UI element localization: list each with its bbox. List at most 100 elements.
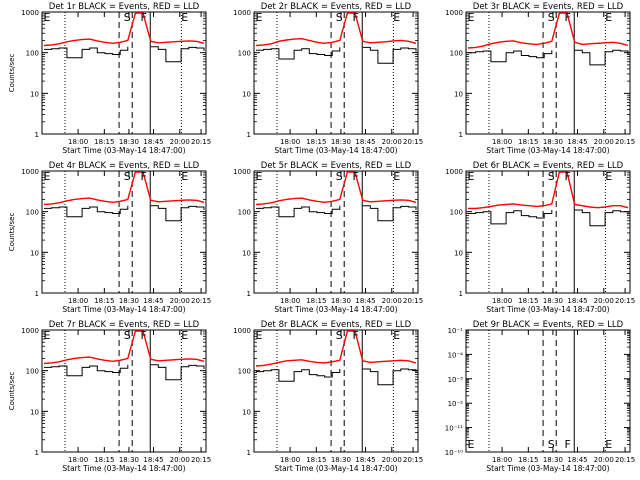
plot-frame: [41, 11, 207, 135]
x-tick-label: 20:00: [170, 297, 190, 305]
x-tick-label: 18:15: [306, 456, 326, 464]
x-tick-label: 20:15: [615, 456, 635, 464]
y-tick-label: 10: [242, 90, 251, 98]
x-tick-label: 18:00: [492, 138, 512, 146]
y-tick-label: 100: [238, 50, 251, 58]
series-lld-line: [255, 12, 417, 47]
y-tick-label: 100: [26, 209, 39, 217]
flag-marker: E: [181, 11, 188, 24]
flag-marker: F: [565, 438, 571, 451]
series-lld-line: [43, 330, 205, 365]
x-tick-label: 18:45: [355, 138, 375, 146]
flag-marker: S: [336, 170, 343, 183]
x-tick-label: 20:00: [170, 456, 190, 464]
y-tick-label: 1: [459, 290, 463, 298]
x-tick-label: 18:45: [355, 456, 375, 464]
y-tick-label: 100: [450, 209, 463, 217]
flag-marker: E: [605, 170, 612, 183]
chart-panel: Det 8r BLACK = Events, RED = LLD 1 10 100 10…: [233, 320, 423, 473]
x-axis-label: Start Time (03-May-14 18:47:00): [274, 464, 397, 473]
x-tick-label: 20:00: [594, 456, 614, 464]
flag-marker: E: [181, 329, 188, 342]
y-tick-label: 1000: [233, 168, 251, 176]
series-lld-line: [43, 171, 205, 206]
series-lld-line: [255, 171, 417, 206]
x-tick-label: 18:15: [94, 138, 114, 146]
flag-marker: E: [393, 329, 400, 342]
flag-marker: S: [548, 11, 555, 24]
x-tick-label: 18:15: [306, 138, 326, 146]
y-tick-label: 1: [459, 131, 463, 139]
flag-marker: E: [467, 170, 474, 183]
y-tick-label: 10: [30, 249, 39, 257]
y-tick-label: 1: [35, 290, 39, 298]
series-events-line: [256, 205, 417, 222]
chart-title: Det 2r BLACK = Events, RED = LLD: [261, 2, 412, 12]
x-tick-label: 18:30: [119, 297, 139, 305]
flag-marker: F: [353, 11, 359, 24]
y-tick-label: 1000: [445, 168, 463, 176]
chart-panel: Det 1r BLACK = Events, RED = LLD 1 10 100 10…: [8, 2, 211, 155]
flag-marker: E: [255, 170, 262, 183]
y-tick-label: 1000: [445, 9, 463, 17]
y-tick-label: 10: [454, 249, 463, 257]
y-tick-label: 1000: [21, 168, 39, 176]
y-tick-label: 100: [450, 50, 463, 58]
x-tick-label: 18:15: [94, 456, 114, 464]
x-tick-label: 18:45: [567, 456, 587, 464]
y-axis-label: Counts/sec: [8, 213, 16, 252]
x-axis-label: Start Time (03-May-14 18:47:00): [486, 464, 609, 473]
y-tick-label: 1: [35, 449, 39, 457]
series-events-line: [468, 49, 629, 66]
x-tick-label: 18:00: [280, 456, 300, 464]
y-tick-label: 1: [247, 290, 251, 298]
y-tick-label: 1000: [21, 9, 39, 17]
x-axis-label: Start Time (03-May-14 18:47:00): [486, 146, 609, 155]
chart-title: Det 8r BLACK = Events, RED = LLD: [261, 320, 412, 330]
x-tick-label: 18:15: [94, 297, 114, 305]
y-tick-label: 10⁻³: [448, 376, 464, 384]
y-tick-label: 10⁻¹¹: [445, 425, 463, 433]
flag-marker: E: [467, 438, 474, 451]
flag-marker: E: [605, 11, 612, 24]
x-tick-label: 18:30: [331, 456, 351, 464]
flag-marker: F: [141, 11, 147, 24]
x-tick-label: 20:15: [403, 456, 423, 464]
x-axis-label: Start Time (03-May-14 18:47:00): [274, 305, 397, 314]
x-axis-label: Start Time (03-May-14 18:47:00): [274, 146, 397, 155]
y-tick-label: 100: [26, 368, 39, 376]
flag-marker: E: [43, 329, 50, 342]
x-tick-label: 18:00: [68, 138, 88, 146]
chart-panel: Det 2r BLACK = Events, RED = LLD 1 10 100 10…: [233, 2, 423, 155]
x-tick-label: 18:00: [492, 297, 512, 305]
y-tick-label: 1: [247, 131, 251, 139]
flag-marker: F: [141, 329, 147, 342]
flag-marker: E: [255, 11, 262, 24]
flag-marker: F: [565, 11, 571, 24]
x-axis-label: Start Time (03-May-14 18:47:00): [62, 464, 185, 473]
series-lld-line: [468, 171, 629, 210]
series-lld-line: [467, 12, 629, 49]
y-tick-label: 1000: [21, 327, 39, 335]
y-tick-label: 10⁻¹⁰: [445, 449, 463, 457]
plot-frame: [253, 11, 419, 135]
flag-marker: F: [353, 170, 359, 183]
flag-marker: E: [43, 170, 50, 183]
flag-marker: F: [141, 170, 147, 183]
x-tick-label: 18:45: [355, 297, 375, 305]
series-events-line: [44, 364, 205, 381]
x-tick-label: 20:00: [594, 138, 614, 146]
flag-marker: S: [124, 11, 131, 24]
x-tick-label: 20:00: [382, 456, 402, 464]
flag-marker: S: [336, 329, 343, 342]
x-axis-label: Start Time (03-May-14 18:47:00): [62, 146, 185, 155]
y-tick-label: 10: [242, 408, 251, 416]
chart-panel: Det 3r BLACK = Events, RED = LLD 1 10 100 10…: [445, 2, 635, 155]
x-tick-label: 18:00: [280, 297, 300, 305]
flag-marker: E: [181, 170, 188, 183]
y-tick-label: 10: [30, 408, 39, 416]
y-tick-label: 10⁻²: [448, 400, 464, 408]
x-tick-label: 18:00: [68, 297, 88, 305]
y-tick-label: 1: [247, 449, 251, 457]
